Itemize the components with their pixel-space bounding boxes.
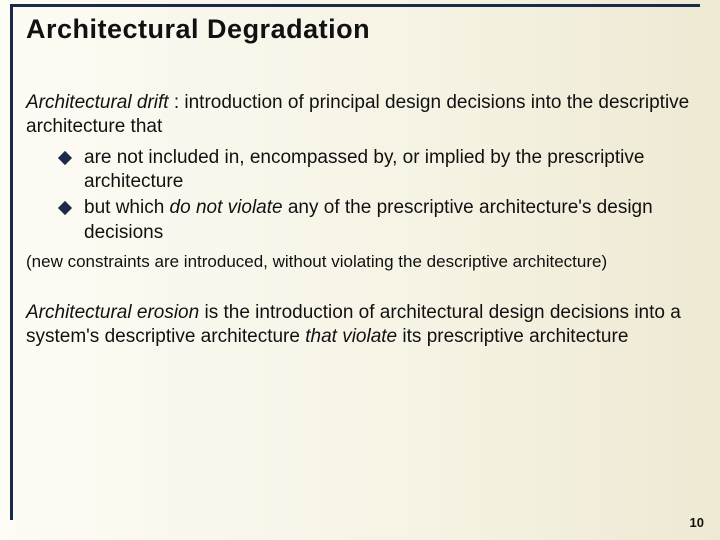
page-number: 10	[690, 515, 704, 530]
list-item: but which do not violate any of the pres…	[60, 196, 696, 245]
drift-bullets: are not included in, encompassed by, or …	[60, 146, 696, 245]
bullet-text: are not included in, encompassed by, or …	[84, 147, 644, 192]
slide-title: Architectural Degradation	[26, 14, 696, 45]
bullet-pre: but which	[84, 197, 170, 218]
drift-note: (new constraints are introduced, without…	[26, 251, 696, 273]
erosion-definition: Architectural erosion is the introductio…	[26, 301, 696, 350]
erosion-post: its prescriptive architecture	[397, 326, 628, 347]
slide-left-border	[10, 4, 13, 520]
list-item: are not included in, encompassed by, or …	[60, 146, 696, 195]
bullet-em: do not violate	[170, 197, 283, 218]
slide-top-border	[10, 4, 700, 7]
slide-content: Architectural Degradation Architectural …	[26, 14, 696, 520]
erosion-em: that violate	[305, 326, 397, 347]
erosion-term: Architectural erosion	[26, 302, 199, 323]
drift-definition: Architectural drift : introduction of pr…	[26, 91, 696, 140]
diamond-icon	[58, 201, 72, 215]
drift-term: Architectural drift	[26, 92, 169, 113]
diamond-icon	[58, 151, 72, 165]
